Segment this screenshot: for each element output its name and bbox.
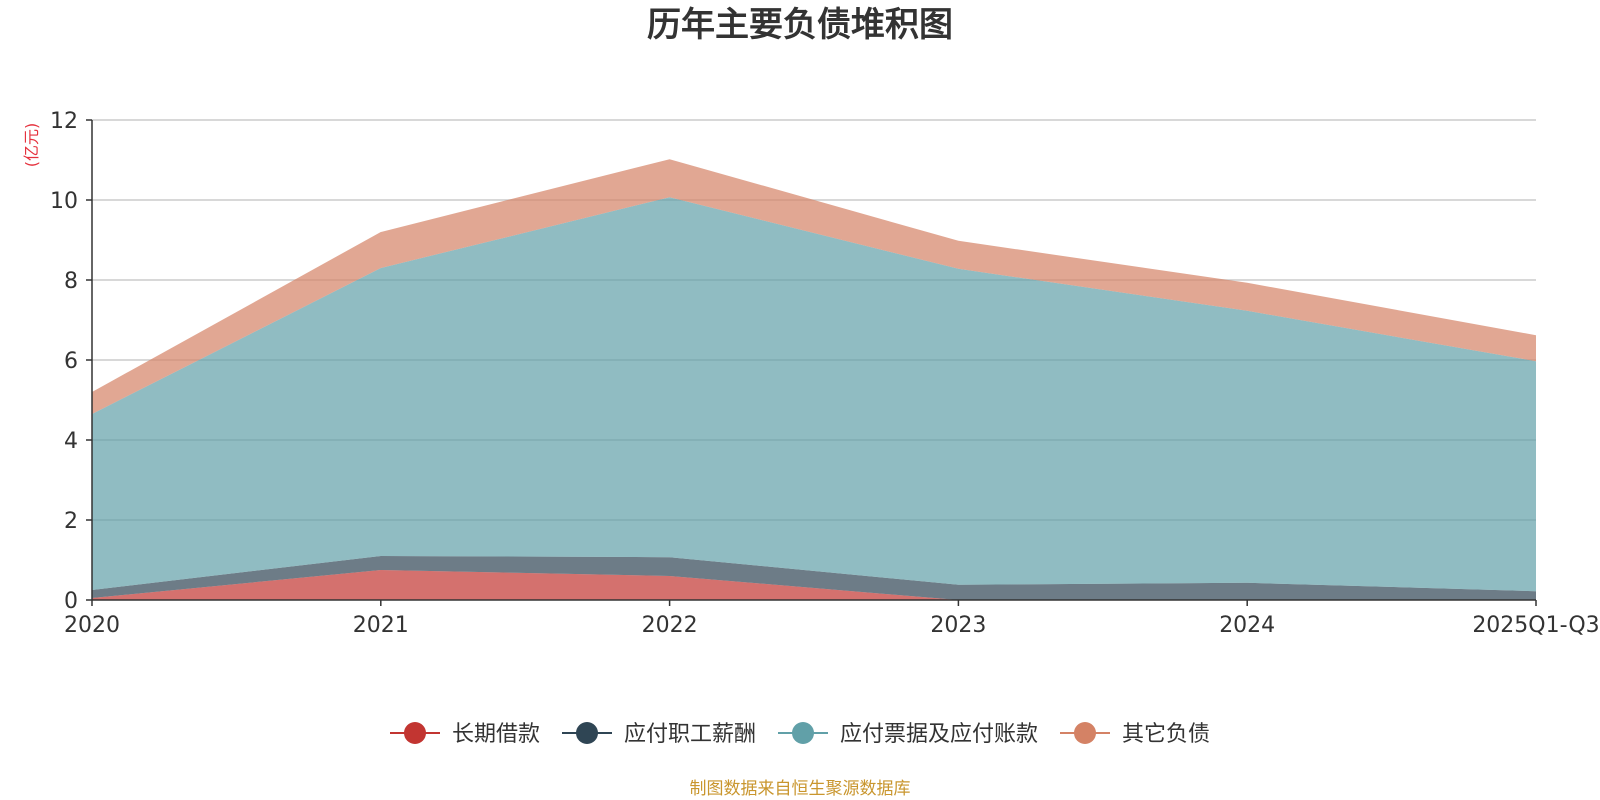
- y-tick-label: 12: [50, 109, 78, 134]
- area-series-3: [92, 197, 1536, 592]
- x-tick-label: 2023: [930, 613, 986, 638]
- area-series-1: [92, 570, 1536, 600]
- y-tick-label: 4: [64, 429, 78, 454]
- y-tick-label: 8: [64, 269, 78, 294]
- axes: 0 2 4 6 8 10 12 2020 2021 2022 2023 2024 2025Q1-Q3: [50, 109, 1600, 638]
- legend-item-4: 其它负债: [1060, 722, 1210, 747]
- legend-marker: [576, 722, 598, 744]
- x-tick-label: 2025Q1-Q3: [1472, 613, 1599, 638]
- y-tick-label: 0: [64, 589, 78, 614]
- legend-marker: [792, 722, 814, 744]
- x-tick-label: 2021: [353, 613, 409, 638]
- legend-item-2: 应付职工薪酬: [562, 722, 756, 747]
- y-tick-label: 10: [50, 189, 78, 214]
- legend-label: 长期借款: [452, 722, 540, 747]
- area-series-4: [92, 159, 1536, 414]
- x-tick-label: 2020: [64, 613, 120, 638]
- legend-item-1: 长期借款: [390, 722, 540, 747]
- area-series-2: [92, 556, 1536, 600]
- legend: 长期借款 应付职工薪酬 应付票据及应付账款 其它负债: [390, 722, 1210, 747]
- y-tick-label: 2: [64, 509, 78, 534]
- x-tick-label: 2024: [1219, 613, 1275, 638]
- legend-marker: [1074, 722, 1096, 744]
- source-note: 制图数据来自恒生聚源数据库: [690, 779, 911, 799]
- legend-label: 应付职工薪酬: [624, 722, 756, 747]
- y-axis-unit-label: (亿元): [22, 123, 41, 168]
- chart-title: 历年主要负债堆积图: [647, 5, 953, 45]
- area-series: [92, 159, 1536, 600]
- x-tick-label: 2022: [642, 613, 698, 638]
- legend-label: 应付票据及应付账款: [840, 722, 1038, 747]
- y-tick-label: 6: [64, 349, 78, 374]
- legend-label: 其它负债: [1122, 722, 1210, 747]
- legend-item-3: 应付票据及应付账款: [778, 722, 1038, 747]
- legend-marker: [404, 722, 426, 744]
